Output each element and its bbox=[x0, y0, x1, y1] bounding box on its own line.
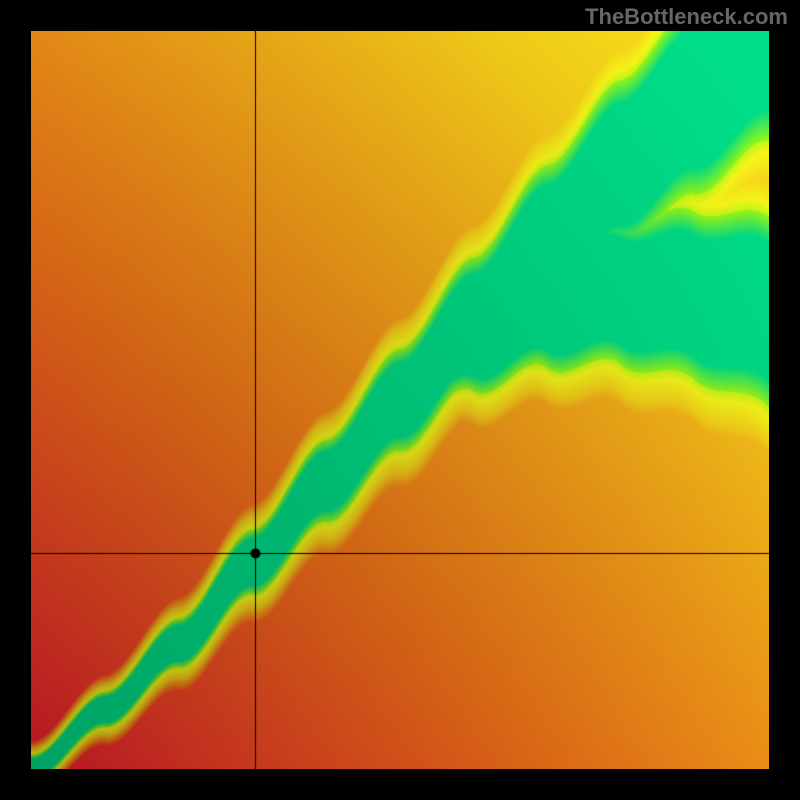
watermark-text: TheBottleneck.com bbox=[585, 4, 788, 30]
chart-container: TheBottleneck.com bbox=[0, 0, 800, 800]
heatmap-canvas bbox=[31, 31, 769, 769]
